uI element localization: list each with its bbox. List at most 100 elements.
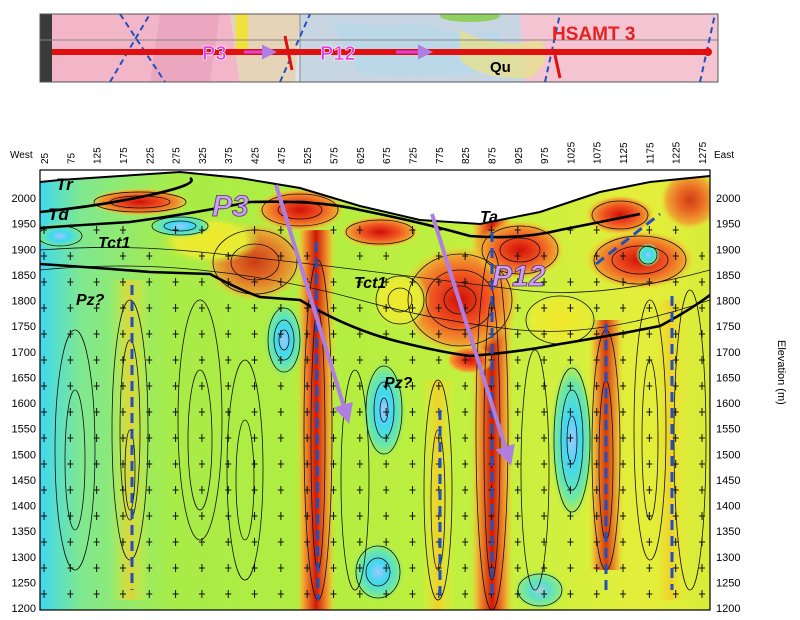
station-marker <box>93 226 100 234</box>
station-marker <box>541 486 548 494</box>
station-marker <box>251 382 258 390</box>
moderate-column <box>652 300 688 600</box>
station-marker <box>699 252 705 260</box>
elevation-label: 1850 <box>12 270 36 282</box>
conductive-anomaly <box>148 214 212 238</box>
station-marker <box>93 460 100 468</box>
station-marker <box>67 278 74 286</box>
station-marker <box>356 538 363 546</box>
profile-arrow-p3 <box>274 184 353 424</box>
station-marker <box>225 590 232 598</box>
station-marker <box>593 304 600 312</box>
station-marker <box>119 226 126 234</box>
station-marker <box>330 460 337 468</box>
station-marker <box>541 564 548 572</box>
line-endpoint <box>704 48 712 56</box>
station-marker <box>462 356 469 364</box>
station-marker <box>435 382 442 390</box>
station-marker <box>198 564 205 572</box>
station-marker <box>699 538 705 546</box>
station-marker <box>567 564 574 572</box>
station-marker <box>409 408 416 416</box>
station-marker <box>383 252 390 260</box>
station-marker <box>567 330 574 338</box>
station-marker <box>356 226 363 234</box>
station-marker <box>330 304 337 312</box>
station-marker <box>646 356 653 364</box>
moderate-anomaly <box>520 290 600 350</box>
station-marker <box>172 486 179 494</box>
station-marker <box>277 434 284 442</box>
station-label: 575 <box>330 147 341 164</box>
station-label: 375 <box>224 147 235 164</box>
station-marker <box>251 356 258 364</box>
station-marker <box>514 564 521 572</box>
station-marker <box>119 382 126 390</box>
station-marker <box>119 538 126 546</box>
station-marker <box>699 460 705 468</box>
station-marker <box>672 590 679 598</box>
elevation-label: 1300 <box>716 552 740 564</box>
station-marker <box>67 382 74 390</box>
station-label: 725 <box>408 147 419 164</box>
station-marker <box>672 278 679 286</box>
station-marker <box>672 382 679 390</box>
station-marker <box>330 278 337 286</box>
station-marker <box>119 564 126 572</box>
station-label: 25 <box>40 152 51 164</box>
station-marker <box>567 538 574 546</box>
station-marker <box>620 408 627 416</box>
map-unit-yellow <box>236 14 248 54</box>
station-marker <box>198 278 205 286</box>
station-marker <box>462 330 469 338</box>
elevation-label: 1550 <box>12 424 36 436</box>
station-marker <box>541 538 548 546</box>
station-marker <box>699 330 705 338</box>
station-marker <box>330 564 337 572</box>
station-marker <box>41 460 47 468</box>
station-marker <box>409 278 416 286</box>
station-marker <box>356 434 363 442</box>
station-marker <box>225 512 232 520</box>
station-marker <box>462 278 469 286</box>
station-marker <box>646 382 653 390</box>
station-marker <box>383 486 390 494</box>
elevation-label: 1450 <box>12 475 36 487</box>
station-marker <box>304 590 311 598</box>
station-marker <box>146 460 153 468</box>
station-marker <box>304 512 311 520</box>
station-marker <box>225 382 232 390</box>
station-marker <box>462 460 469 468</box>
station-marker <box>225 486 232 494</box>
station-marker <box>172 590 179 598</box>
station-marker <box>462 512 469 520</box>
elevation-label: 1550 <box>716 424 740 436</box>
strip-label-p3: P3 <box>202 43 226 65</box>
station-marker <box>462 434 469 442</box>
station-marker <box>541 304 548 312</box>
station-label: 1025 <box>566 141 577 164</box>
map-red-contact <box>553 54 562 79</box>
station-marker <box>383 408 390 416</box>
station-marker <box>93 590 100 598</box>
station-marker <box>277 330 284 338</box>
unit-label-tr: Tr <box>56 175 74 194</box>
station-marker <box>514 512 521 520</box>
station-marker <box>304 564 311 572</box>
map-unit-pink-dark <box>150 14 220 82</box>
elevation-label: 1400 <box>12 501 36 513</box>
elevation-label: 1800 <box>716 296 740 308</box>
station-marker <box>435 252 442 260</box>
station-marker <box>93 512 100 520</box>
station-marker <box>172 460 179 468</box>
elevation-label: 1900 <box>716 244 740 256</box>
geologic-contacts <box>40 176 710 358</box>
elevation-label: 1600 <box>12 398 36 410</box>
station-marker <box>225 434 232 442</box>
station-marker <box>41 434 47 442</box>
unit-label-pz-left: Pz? <box>76 292 105 309</box>
station-marker <box>172 330 179 338</box>
station-marker <box>93 278 100 286</box>
elevation-label: 1450 <box>716 475 740 487</box>
elevation-axis-right: 2000 1950 1900 1850 1800 1750 1700 1650 1600 1550… <box>706 193 740 615</box>
